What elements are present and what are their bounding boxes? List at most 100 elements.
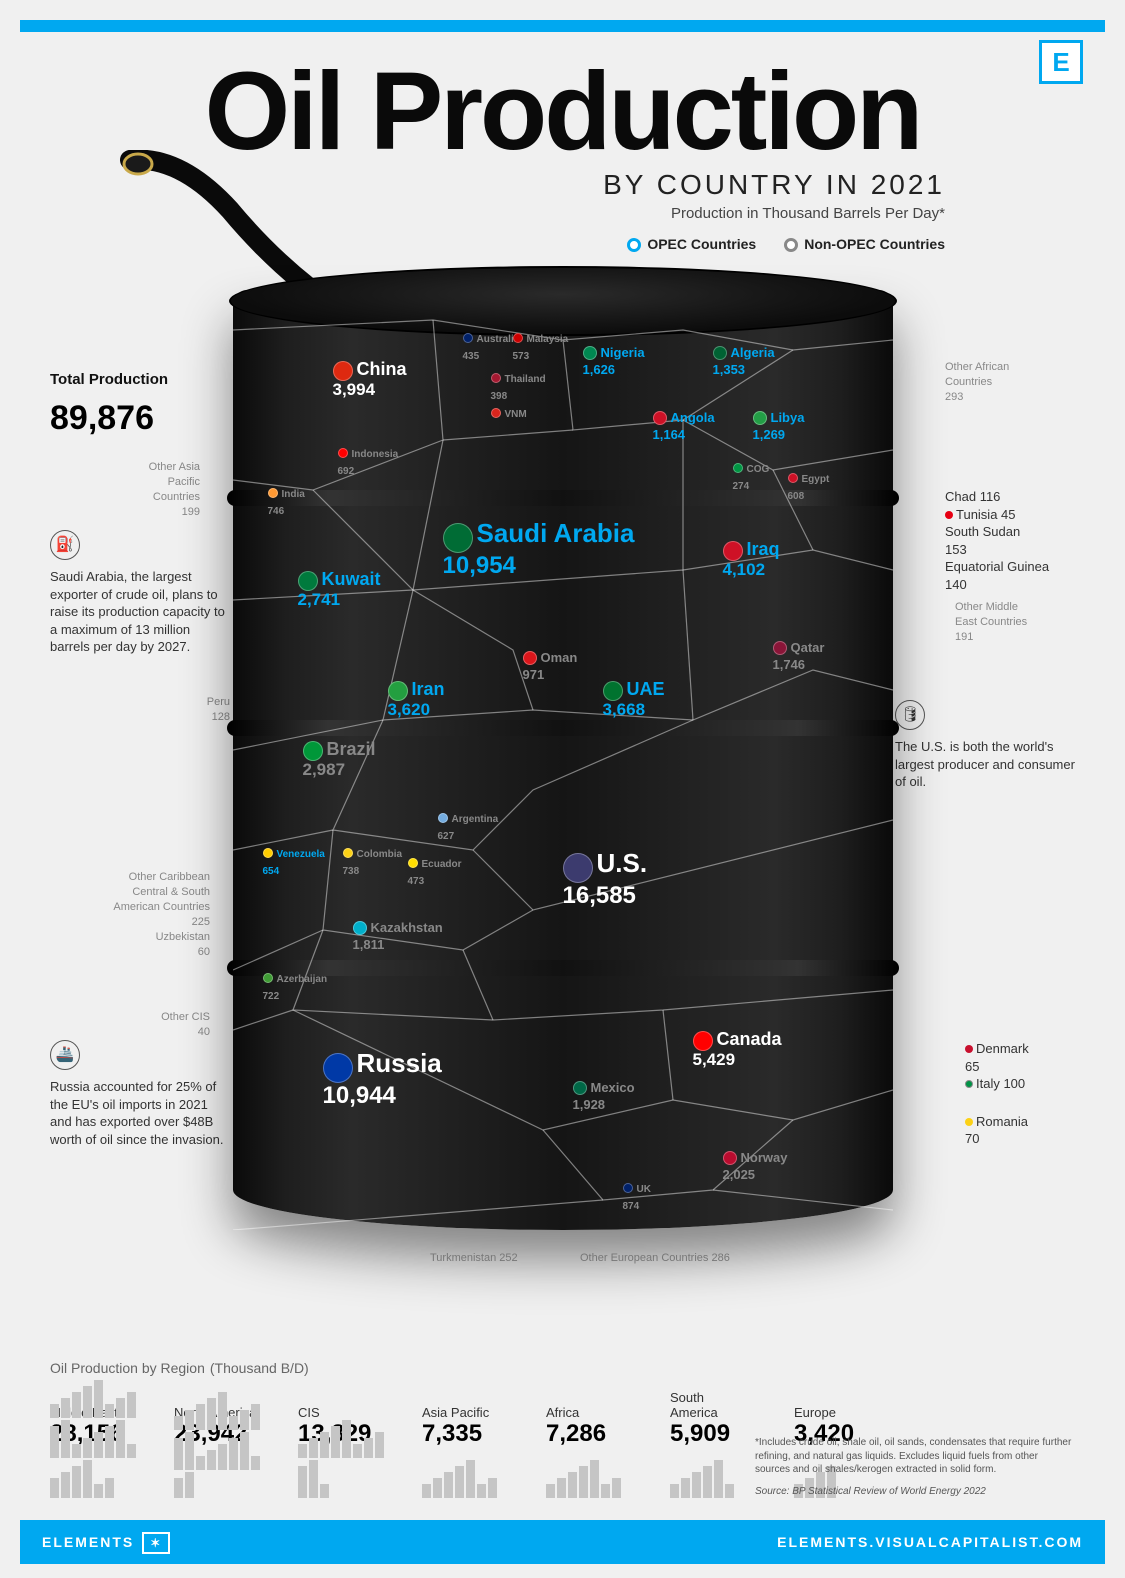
note-saudi-text: Saudi Arabia, the largest exporter of cr…	[50, 568, 230, 656]
flag-icon	[333, 361, 353, 381]
country-indonesia: Indonesia692	[338, 445, 399, 479]
legend: OPEC Countries Non-OPEC Countries	[30, 236, 1095, 252]
flag-icon	[388, 681, 408, 701]
country-egypt: Egypt608	[788, 470, 830, 504]
country-name: Qatar	[791, 640, 825, 655]
flag-icon	[463, 333, 473, 343]
region-name: Africa	[546, 1405, 636, 1420]
barrel-rib	[227, 960, 899, 976]
flag-icon	[603, 681, 623, 701]
flag-icon	[583, 346, 597, 360]
country-india: India746	[268, 485, 305, 519]
note-us: 🛢 The U.S. is both the world's largest p…	[895, 700, 1075, 791]
region-asia-pacific: Asia Pacific7,335	[422, 1405, 512, 1498]
note-other-sa: Other Caribbean Central & South American…	[60, 870, 210, 929]
lbl-eq-guinea: Equatorial Guinea 140	[945, 558, 1085, 593]
country-value: 435	[463, 351, 480, 362]
lbl-other-eu: Other European Countries 286	[580, 1252, 730, 1264]
country-canada: Canada5,429	[693, 1030, 782, 1070]
country-russia: Russia10,944	[323, 1050, 442, 1108]
region-name: Europe	[794, 1405, 884, 1420]
note-other-africa: Other African Countries 293	[945, 360, 1075, 405]
country-value: 971	[523, 667, 545, 682]
country-name: Brazil	[327, 739, 376, 759]
region-bars	[546, 1454, 636, 1498]
country-mexico: Mexico1,928	[573, 1080, 635, 1114]
flag-icon	[303, 741, 323, 761]
region-name: CIS	[298, 1405, 388, 1420]
flag-icon	[353, 921, 367, 935]
sub-description: Production in Thousand Barrels Per Day*	[30, 205, 945, 222]
country-name: Iran	[412, 679, 445, 699]
flag-icon	[523, 651, 537, 665]
country-name: Canada	[717, 1029, 782, 1049]
country-brazil: Brazil2,987	[303, 740, 376, 780]
country-value: 3,994	[333, 380, 376, 399]
country-value: 738	[343, 866, 360, 877]
country-uk: UK874	[623, 1180, 651, 1214]
flag-icon	[563, 853, 593, 883]
country-iran: Iran3,620	[388, 680, 445, 720]
region-value: 5,909	[670, 1420, 760, 1448]
country-value: 2,741	[298, 590, 341, 609]
country-value: 722	[263, 991, 280, 1002]
subtitle-block: BY COUNTRY IN 2021 Production in Thousan…	[30, 169, 1095, 222]
country-value: 1,353	[713, 362, 746, 377]
region-name: Asia Pacific	[422, 1405, 512, 1420]
country-name: UK	[637, 1184, 651, 1195]
lbl-italy: Italy 100	[965, 1075, 1085, 1093]
region-bars	[670, 1454, 760, 1498]
country-name: Argentina	[452, 814, 499, 825]
country-value: 3,620	[388, 700, 431, 719]
country-name: India	[282, 489, 305, 500]
total-label: Total Production	[50, 370, 230, 390]
country-cog: COG274	[733, 460, 770, 494]
country-value: 1,746	[773, 657, 806, 672]
flag-icon	[491, 373, 501, 383]
country-value: 654	[263, 866, 280, 877]
country-name: Malaysia	[527, 334, 569, 345]
country-value: 4,102	[723, 560, 766, 579]
country-name: Norway	[741, 1150, 788, 1165]
country-value: 274	[733, 481, 750, 492]
subtitle: BY COUNTRY IN 2021	[30, 169, 945, 201]
country-value: 608	[788, 491, 805, 502]
country-value: 627	[438, 831, 455, 842]
country-name: Ecuador	[422, 859, 462, 870]
country-kuwait: Kuwait2,741	[298, 570, 381, 610]
region-cis: CIS13,829	[298, 1405, 388, 1498]
flag-icon	[263, 973, 273, 983]
country-name: Algeria	[731, 345, 775, 360]
flag-icon	[263, 848, 273, 858]
flag-icon	[723, 1151, 737, 1165]
country-name: Venezuela	[277, 849, 325, 860]
flag-icon	[298, 571, 318, 591]
note-saudi: ⛽ Saudi Arabia, the largest exporter of …	[50, 530, 230, 656]
country-value: 398	[491, 391, 508, 402]
country-value: 1,269	[753, 427, 786, 442]
flag-icon	[408, 858, 418, 868]
country-name: Kazakhstan	[371, 920, 443, 935]
country-name: Russia	[357, 1048, 442, 1078]
infographic-page: E Oil Production BY COUNTRY IN 2021 Prod…	[0, 0, 1125, 1578]
country-value: 10,954	[443, 552, 516, 579]
country-venezuela: Venezuela 654	[263, 845, 325, 879]
country-name: Kuwait	[322, 569, 381, 589]
country-azerbaijan: Azerbaijan 722	[263, 970, 328, 1004]
flag-icon	[723, 541, 743, 561]
legend-dot-opec	[627, 238, 641, 252]
country-name: Colombia	[357, 849, 403, 860]
country-name: VNM	[505, 409, 527, 420]
lbl-tunisia: Tunisia 45	[945, 506, 1085, 524]
country-value: 5,429	[693, 1050, 736, 1069]
country-name: Nigeria	[601, 345, 645, 360]
country-value: 2,025	[723, 1167, 756, 1182]
country-ecuador: Ecuador 473	[408, 855, 462, 889]
country-name: Azerbaijan	[277, 974, 328, 985]
country-value: 1,164	[653, 427, 686, 442]
region-bars	[422, 1454, 512, 1498]
country-name: Indonesia	[352, 449, 399, 460]
flag-icon	[733, 463, 743, 473]
country-value: 473	[408, 876, 425, 887]
footer-left: ELEMENTS✶	[42, 1534, 170, 1550]
